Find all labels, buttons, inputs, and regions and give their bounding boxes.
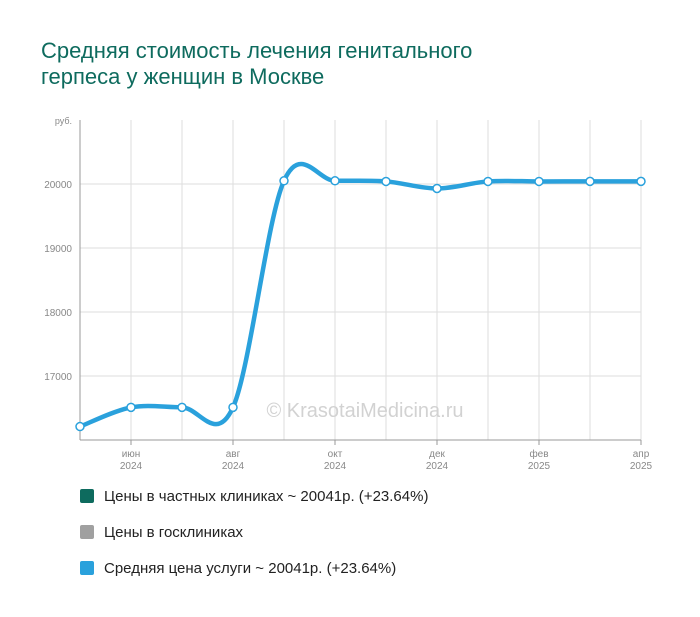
data-point — [636, 176, 646, 187]
x-tick-label-year: 2024 — [426, 461, 449, 472]
y-axis-label: руб. — [55, 116, 72, 126]
legend-swatch-private — [80, 489, 94, 503]
data-point — [177, 402, 187, 413]
data-point — [381, 176, 391, 187]
legend-item-average[interactable]: Средняя цена услуги ~ 20041р. (+23.64%) — [80, 558, 428, 578]
data-point — [126, 402, 136, 413]
data-point — [279, 176, 289, 186]
chart-title-line-1: Средняя стоимость лечения генитального — [41, 38, 473, 63]
watermark: © KrasotaiMedicina.ru — [266, 400, 463, 422]
x-tick-label-month: апр — [633, 449, 650, 460]
x-tick-label-year: 2024 — [324, 461, 347, 472]
data-point — [483, 176, 493, 187]
legend-label-private: Цены в частных клиниках ~ 20041р. (+23.6… — [104, 487, 429, 505]
x-tick-label-year: 2025 — [630, 461, 653, 472]
legend-item-private[interactable]: Цены в частных клиниках ~ 20041р. (+23.6… — [80, 486, 428, 506]
x-tick-label-month: авг — [226, 449, 241, 460]
legend: Цены в частных клиниках ~ 20041р. (+23.6… — [80, 486, 428, 594]
x-tick-label-month: окт — [328, 449, 343, 460]
series-line-average — [77, 161, 644, 429]
data-point — [228, 402, 238, 413]
legend-item-public[interactable]: Цены в госклиниках — [80, 522, 428, 542]
data-point — [75, 421, 85, 432]
x-tick-label-month: июн — [122, 449, 141, 460]
y-tick-label: 19000 — [44, 244, 72, 255]
x-tick-label-year: 2025 — [528, 461, 551, 472]
chart-title-line-2: герпеса у женщин в Москве — [41, 64, 325, 89]
x-tick-label-month: фев — [529, 448, 548, 460]
legend-swatch-public — [80, 525, 94, 539]
data-point — [330, 176, 340, 186]
legend-label-public: Цены в госклиниках — [104, 523, 244, 541]
x-tick-label-year: 2024 — [222, 461, 245, 472]
x-tick-label-month: дек — [429, 449, 445, 460]
data-point — [432, 183, 442, 194]
data-point — [534, 176, 544, 187]
data-point — [585, 176, 595, 187]
y-tick-label: 20000 — [44, 180, 72, 191]
chart-title: Средняя стоимость лечения генитального г… — [41, 38, 601, 90]
legend-label-average: Средняя цена услуги ~ 20041р. (+23.64%) — [104, 559, 397, 577]
y-tick-label: 17000 — [44, 372, 72, 383]
x-tick-label-year: 2024 — [120, 461, 143, 472]
y-tick-label: 18000 — [44, 308, 72, 319]
legend-swatch-average — [80, 561, 94, 575]
